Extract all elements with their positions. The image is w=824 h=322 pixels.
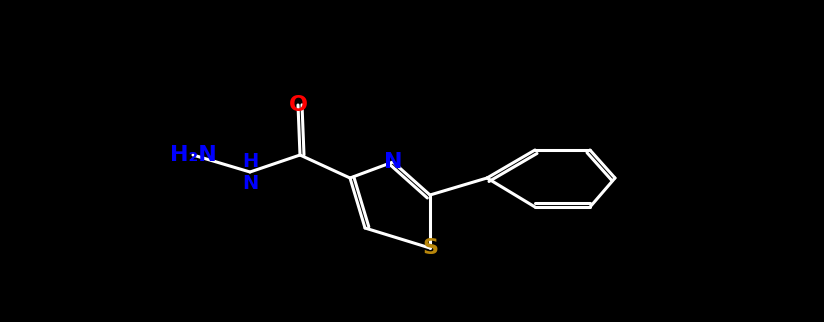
Text: S: S xyxy=(422,238,438,258)
Text: N: N xyxy=(384,152,402,172)
Text: H
N: H N xyxy=(242,151,258,193)
Text: O: O xyxy=(288,95,307,115)
Text: H₂N: H₂N xyxy=(170,145,217,165)
